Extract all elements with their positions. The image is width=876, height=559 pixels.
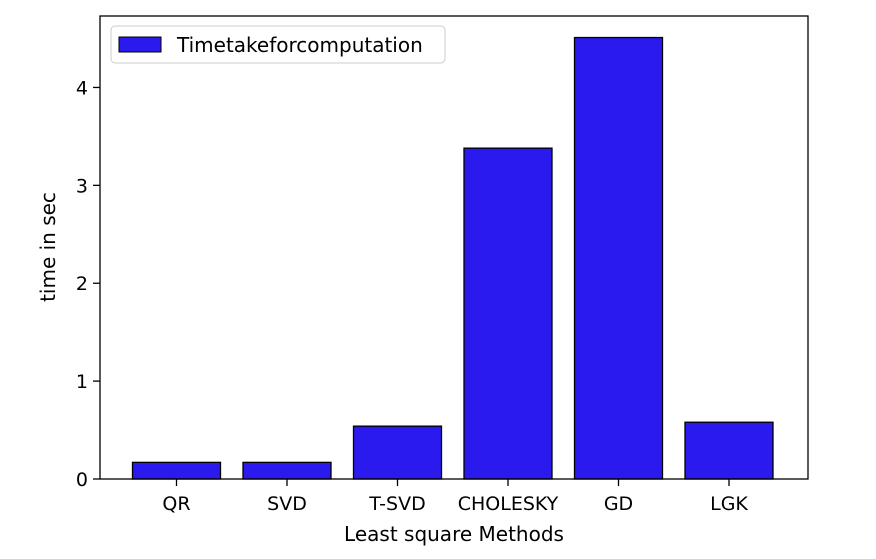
bars-group <box>131 36 774 480</box>
bar <box>463 147 553 480</box>
bar <box>684 421 774 480</box>
legend-swatch <box>118 36 162 53</box>
bar <box>242 461 332 480</box>
bar <box>573 36 664 480</box>
y-axis: 0 1 2 3 4 <box>76 77 100 491</box>
y-tick-label: 0 <box>76 469 88 491</box>
plot-frame <box>99 15 809 480</box>
x-axis-label: Least square Methods <box>344 522 564 546</box>
y-axis-label: time in sec <box>36 192 60 302</box>
y-tick-label: 3 <box>76 175 88 197</box>
x-tick-label: T-SVD <box>368 493 425 515</box>
y-tick-label: 1 <box>76 371 88 393</box>
x-tick-label: SVD <box>267 493 307 515</box>
x-axis: QR SVD T-SVD CHOLESKY GD LGK <box>162 479 748 515</box>
y-tick-label: 4 <box>76 77 88 99</box>
x-tick-label: QR <box>162 493 190 515</box>
bar <box>131 461 222 480</box>
y-tick-label: 2 <box>76 273 88 295</box>
legend-box <box>110 25 446 64</box>
legend-label: Timetakeforcomputation <box>176 33 423 57</box>
x-tick-label: GD <box>604 493 633 515</box>
x-tick-label: CHOLESKY <box>458 493 559 515</box>
legend: Timetakeforcomputation <box>110 25 446 64</box>
x-tick-label: LGK <box>710 493 748 515</box>
bar <box>352 425 443 480</box>
